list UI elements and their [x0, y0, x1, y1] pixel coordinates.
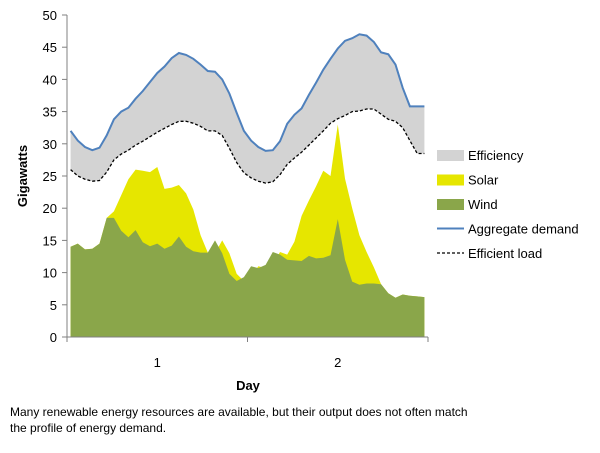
y-tick-label: 40: [43, 72, 57, 87]
y-tick-label: 0: [50, 330, 57, 345]
energy-chart: 0 5 10 15 20 25 30 35 40 45 50 1 2 Efficiency Solar Wi…: [15, 8, 579, 393]
x-tick-label: 1: [154, 355, 161, 370]
figure-caption: Many renewable energy resources are avai…: [10, 405, 468, 435]
efficient-load-line: [70, 108, 425, 184]
y-tick-label: 25: [43, 169, 57, 184]
y-axis-title: Gigawatts: [15, 145, 30, 207]
legend: Efficiency Solar Wind Aggregate demand Effic…: [437, 148, 579, 261]
y-tick-label: 5: [50, 298, 57, 313]
aggregate-demand-line: [69, 33, 425, 152]
y-tick-label: 35: [43, 105, 57, 120]
axes: 0 5 10 15 20 25 30 35 40 45 50 1 2: [43, 8, 429, 370]
legend-label-wind: Wind: [468, 197, 498, 212]
x-axis-title: Day: [236, 378, 261, 393]
legend-label-aggregate-demand: Aggregate demand: [468, 222, 579, 237]
legend-swatch-efficiency: [437, 150, 464, 161]
legend-label-efficient-load: Efficient load: [468, 246, 542, 261]
area-layer: [70, 34, 425, 337]
x-tick-label: 2: [334, 355, 341, 370]
y-tick-label: 50: [43, 8, 57, 23]
y-tick-label: 15: [43, 233, 57, 248]
y-tick-label: 30: [43, 137, 57, 152]
y-tick-label: 45: [43, 40, 57, 55]
y-tick-label: 10: [43, 266, 57, 281]
legend-label-solar: Solar: [468, 173, 499, 188]
y-tick-label: 20: [43, 201, 57, 216]
wind-area: [70, 217, 425, 337]
line-layer: [69, 33, 425, 184]
legend-label-efficiency: Efficiency: [468, 148, 524, 163]
legend-swatch-solar: [437, 174, 464, 186]
legend-swatch-wind: [437, 199, 464, 210]
